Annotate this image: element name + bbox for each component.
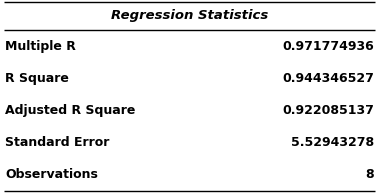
Text: Standard Error: Standard Error xyxy=(5,136,110,149)
Text: 5.52943278: 5.52943278 xyxy=(291,136,374,149)
Text: Regression Statistics: Regression Statistics xyxy=(111,8,268,21)
Text: 0.944346527: 0.944346527 xyxy=(282,72,374,85)
Text: Multiple R: Multiple R xyxy=(5,40,76,53)
Text: 0.922085137: 0.922085137 xyxy=(282,104,374,117)
Text: Adjusted R Square: Adjusted R Square xyxy=(5,104,135,117)
Text: 0.971774936: 0.971774936 xyxy=(282,40,374,53)
Text: 8: 8 xyxy=(365,168,374,181)
Text: Observations: Observations xyxy=(5,168,98,181)
Text: R Square: R Square xyxy=(5,72,69,85)
